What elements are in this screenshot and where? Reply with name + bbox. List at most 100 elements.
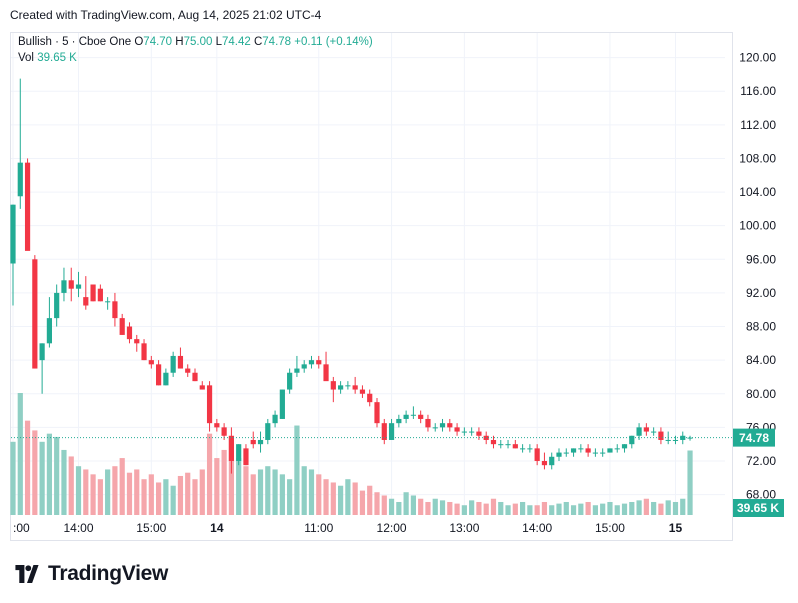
- candle-body: [105, 301, 111, 303]
- candle-body: [367, 393, 373, 403]
- volume-bar: [265, 466, 271, 515]
- candle-body: [316, 360, 322, 365]
- volume-bar: [636, 500, 642, 515]
- candle-body: [687, 437, 693, 439]
- volume-bar: [454, 503, 460, 515]
- candle-body: [621, 444, 628, 449]
- price-tick-label: 72.00: [746, 454, 776, 468]
- volume-bar: [294, 425, 300, 515]
- candle-body: [141, 343, 147, 361]
- candle-body: [338, 385, 344, 390]
- candle-body: [32, 259, 38, 369]
- candle-body: [250, 439, 256, 445]
- candle-body: [403, 414, 409, 419]
- volume-bar: [367, 485, 373, 515]
- price-tick-label: 84.00: [746, 353, 776, 367]
- candle-body: [578, 448, 584, 450]
- price-tick-label: 104.00: [739, 185, 776, 199]
- candle-body: [483, 435, 489, 440]
- candle-body: [170, 355, 176, 373]
- candle-body: [490, 439, 497, 445]
- candle-body: [257, 439, 264, 445]
- candle-body: [214, 423, 220, 428]
- candle-body: [665, 439, 671, 441]
- volume-bar: [170, 485, 176, 515]
- candle-body: [68, 280, 74, 289]
- volume-bar: [592, 505, 598, 515]
- volume-bar: [403, 492, 409, 515]
- chart-frame[interactable]: [10, 32, 733, 541]
- volume-bar: [199, 469, 205, 515]
- candle-body: [374, 402, 380, 424]
- candle-body: [672, 439, 679, 441]
- change-value: +0.11 (+0.14%): [294, 36, 373, 48]
- volume-bar: [206, 433, 213, 515]
- candle-body: [17, 162, 23, 197]
- volume-label: Vol: [18, 52, 34, 64]
- volume-bar: [330, 482, 336, 515]
- candle-body: [425, 418, 431, 428]
- candle-body: [83, 297, 89, 306]
- candle-body: [454, 427, 460, 432]
- time-tick-label: 15:00: [595, 521, 625, 535]
- volume-bar: [534, 505, 540, 515]
- volume-bar: [345, 479, 351, 515]
- volume-bar: [556, 503, 562, 515]
- candle-body: [279, 389, 285, 419]
- candle-body: [126, 326, 133, 340]
- volume-bar: [490, 498, 497, 515]
- volume-bar: [68, 456, 74, 515]
- candle-body: [112, 301, 118, 319]
- volume-bar: [141, 479, 147, 515]
- price-tick-label: 112.00: [740, 118, 776, 132]
- candle-body: [636, 427, 642, 436]
- volume-bar: [476, 501, 482, 515]
- volume-bar: [46, 433, 52, 515]
- candle-body: [461, 431, 467, 433]
- time-tick-label: :00: [13, 521, 30, 535]
- candle-body: [54, 292, 60, 319]
- candle-body: [629, 435, 635, 445]
- volume-bar: [607, 501, 613, 515]
- volume-bar: [396, 501, 402, 515]
- time-tick-label: 13:00: [449, 521, 479, 535]
- symbol-title: Bullish · 5 · Cboe One: [18, 36, 132, 48]
- candle-body: [163, 372, 169, 386]
- candle-body: [177, 355, 184, 369]
- candle-body: [585, 448, 591, 453]
- candle-body: [592, 452, 598, 454]
- candle-body: [651, 431, 657, 433]
- candle-body: [388, 423, 395, 440]
- volume-badge: [733, 499, 784, 517]
- volume-bar: [461, 505, 467, 515]
- volume-bar: [469, 500, 475, 515]
- candle-body: [192, 372, 198, 382]
- price-axis: 120.00 116.00 112.00 108.00 104.00 100.00 96.0…: [739, 51, 776, 502]
- time-tick-label: 14:00: [522, 521, 552, 535]
- volume-bar: [126, 472, 133, 515]
- volume-bar: [61, 449, 67, 515]
- candle-body: [549, 456, 555, 466]
- tradingview-brand[interactable]: TradingView: [12, 562, 168, 586]
- price-tick-label: 96.00: [746, 252, 776, 266]
- candle-body: [614, 448, 620, 450]
- candle-body: [680, 435, 686, 440]
- volume-badge-label: 39.65 K: [737, 501, 779, 515]
- candle-body: [410, 414, 416, 416]
- volume-bar: [156, 482, 162, 515]
- close-value: 74.78: [262, 36, 292, 48]
- volume-bar: [54, 436, 60, 515]
- volume-bar: [228, 436, 234, 515]
- volume-bar: [134, 469, 140, 515]
- candle-body: [134, 339, 140, 344]
- volume-bar: [658, 503, 664, 515]
- volume-layer: [10, 393, 693, 515]
- candle-body: [90, 284, 96, 302]
- volume-bar: [10, 441, 16, 515]
- volume-value: 39.65 K: [37, 52, 77, 64]
- volume-bar: [301, 466, 307, 515]
- candle-body: [352, 385, 358, 390]
- price-tick-label: 100.00: [739, 219, 776, 233]
- volume-bar: [279, 474, 285, 515]
